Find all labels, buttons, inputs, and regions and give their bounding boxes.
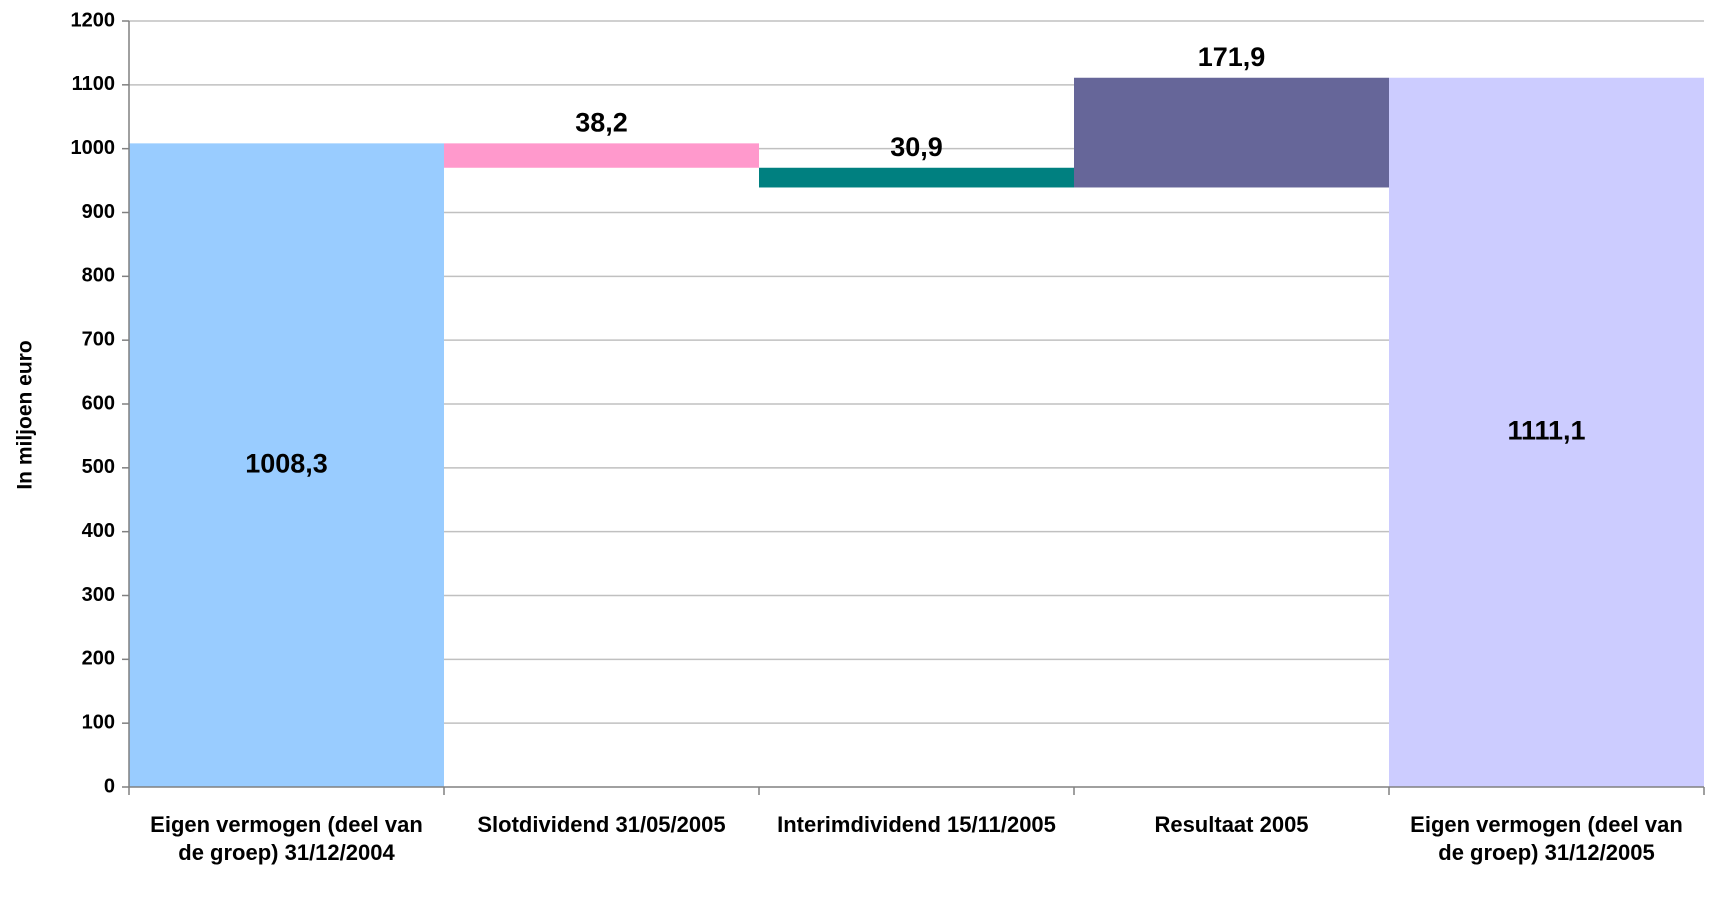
y-tick-label: 1000 <box>71 137 116 159</box>
x-tick-label: Interimdividend 15/11/2005 <box>777 812 1056 837</box>
y-tick-label: 400 <box>82 520 115 542</box>
y-tick-label: 900 <box>82 201 115 223</box>
x-tick-label: Slotdividend 31/05/2005 <box>477 812 726 837</box>
x-tick-label: Eigen vermogen (deel van de groep) 31/12… <box>1410 812 1683 865</box>
y-tick-label: 300 <box>82 584 115 606</box>
y-tick-label: 600 <box>82 392 115 414</box>
y-tick-label: 500 <box>82 456 115 478</box>
value-label: 1008,3 <box>245 448 328 478</box>
bar <box>444 143 759 168</box>
value-label: 30,9 <box>890 132 943 162</box>
y-axis-label: In miljoen euro <box>14 340 37 489</box>
value-label: 1111,1 <box>1507 415 1585 445</box>
value-label: 171,9 <box>1198 42 1266 72</box>
y-tick-label: 100 <box>82 711 115 733</box>
y-tick-label: 700 <box>82 328 115 350</box>
x-tick-label: Eigen vermogen (deel van de groep) 31/12… <box>150 812 423 865</box>
y-tick-label: 1100 <box>72 73 115 95</box>
bar <box>1074 77 1389 188</box>
y-tick-label: 800 <box>82 265 115 287</box>
bar <box>1389 77 1704 788</box>
y-tick-label: 0 <box>104 775 115 797</box>
value-label: 38,2 <box>575 107 628 137</box>
x-tick-label: Resultaat 2005 <box>1154 812 1309 837</box>
y-tick-label: 200 <box>82 648 115 670</box>
bar <box>129 143 444 787</box>
bar <box>759 167 1074 188</box>
y-tick-label: 1200 <box>71 9 116 31</box>
